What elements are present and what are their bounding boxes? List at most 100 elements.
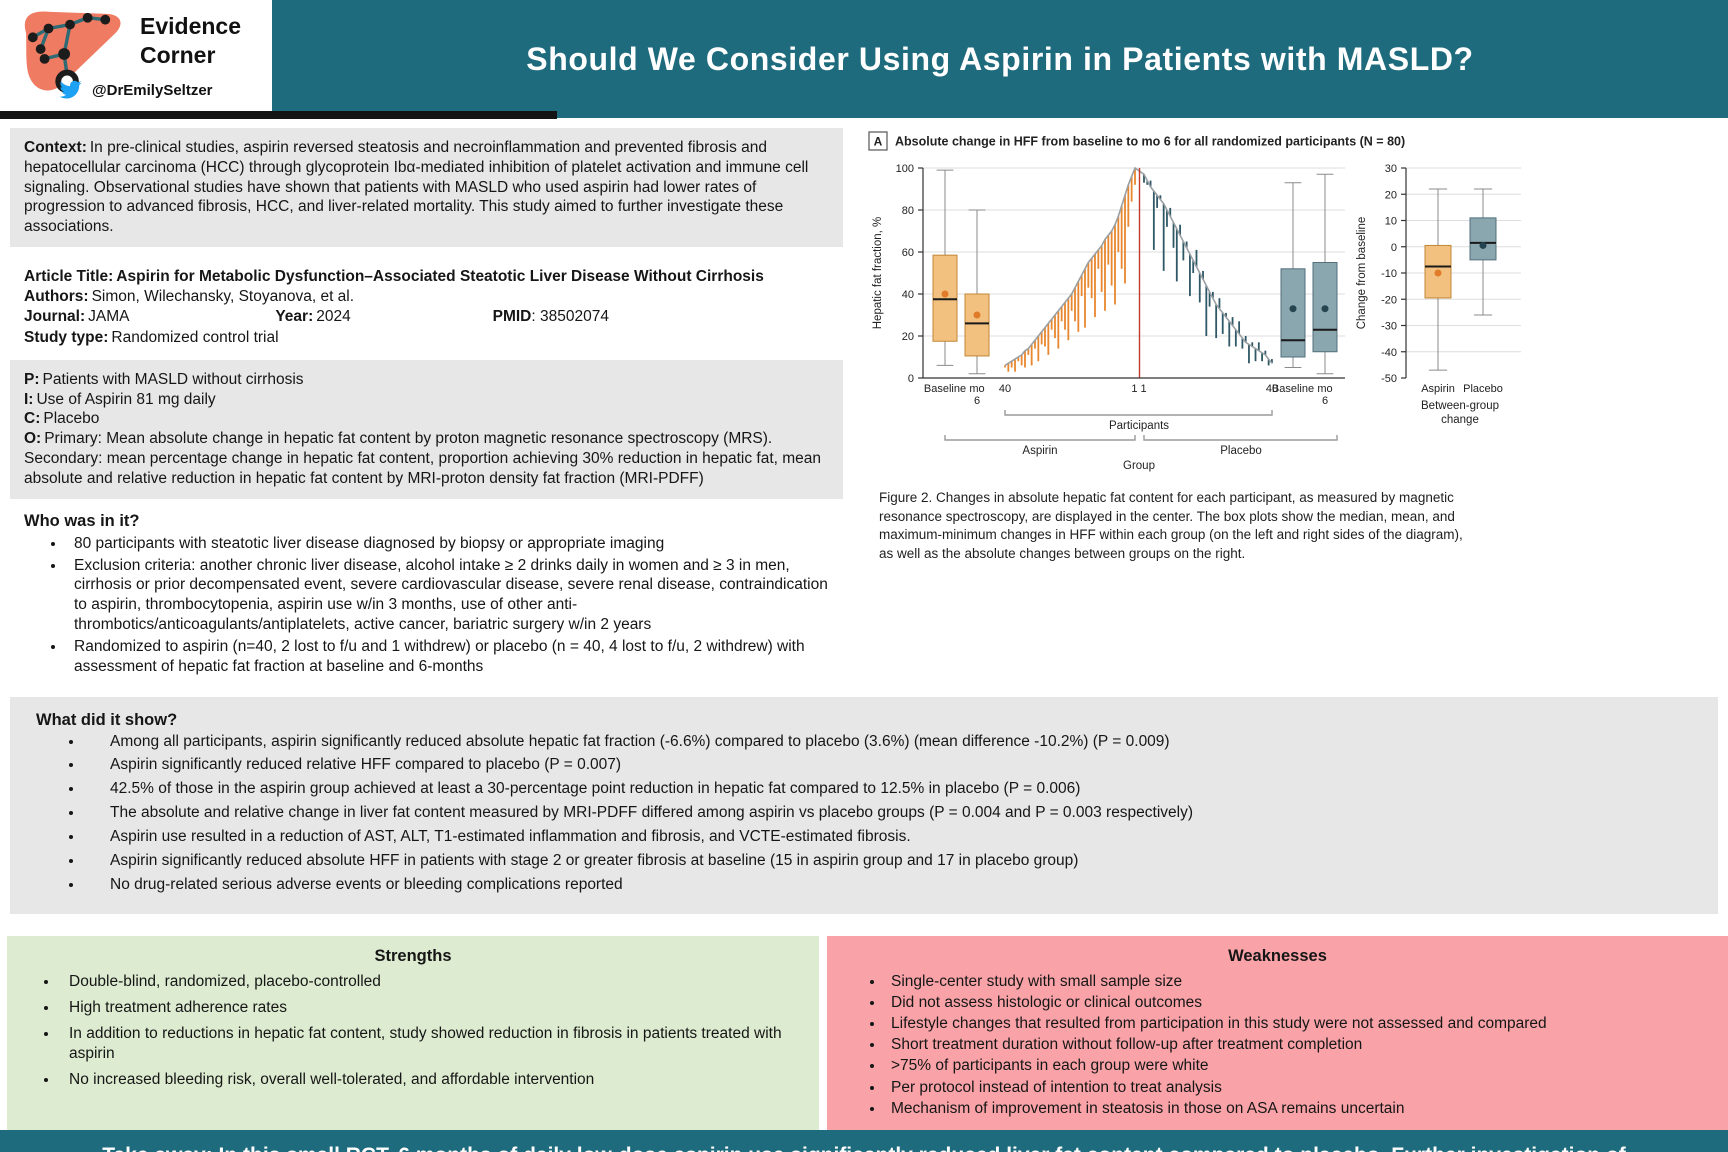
year-value: 2024 <box>316 308 351 326</box>
svg-text:100: 100 <box>896 163 914 175</box>
boxplot-change-aspirin <box>1424 188 1452 371</box>
who-was-in-it-section: Who was in it? 80 participants with stea… <box>10 499 843 683</box>
bullet-item: Aspirin use resulted in a reduction of A… <box>84 827 1700 847</box>
bullet-item: Aspirin significantly reduced absolute H… <box>84 851 1700 871</box>
article-authors-row: Authors: Simon, Wilechansky, Stoyanova, e… <box>24 288 355 306</box>
weaknesses-heading: Weaknesses <box>1228 947 1327 966</box>
svg-text:mo: mo <box>1317 383 1332 395</box>
article-title-row: Article Title: Aspirin for Metabolic Dysf… <box>24 268 764 286</box>
article-info-box: Article Title: Aspirin for Metabolic Dysf… <box>10 263 843 354</box>
pico-o: O: Primary: Mean absolute change in hepat… <box>24 430 773 448</box>
svg-text:-10: -10 <box>1381 268 1397 280</box>
strengths-weaknesses-row: Strengths Double-blind, randomized, plac… <box>0 936 1728 1130</box>
svg-text:Change from baseline: Change from baseline <box>1356 217 1368 330</box>
svg-text:Group: Group <box>1123 460 1155 472</box>
what-did-it-show-section: What did it show? Among all participants… <box>10 696 1718 915</box>
figure-column: 0 20 40 60 80 100 -50 -40 -30 -20 -10 0 10 20 30 A Absol… <box>843 128 1728 683</box>
pmid-value: : 38502074 <box>531 308 609 326</box>
article-authors: Simon, Wilechansky, Stoyanova, et al. <box>91 288 355 306</box>
twitter-handle: @DrEmilySeltzer <box>92 81 213 99</box>
svg-text:40: 40 <box>1266 383 1278 395</box>
svg-text:20: 20 <box>902 331 914 343</box>
bullet-item: Short treatment duration without follow-… <box>885 1035 1710 1055</box>
svg-text:Aspirin: Aspirin <box>1421 383 1455 395</box>
bullet-item: Mechanism of improvement in steatosis in… <box>885 1099 1710 1119</box>
svg-text:-20: -20 <box>1381 294 1397 306</box>
pico-box: P: Patients with MASLD without cirrhosis … <box>10 359 843 499</box>
svg-text:A: A <box>874 135 883 149</box>
figure-2-chart: 0 20 40 60 80 100 -50 -40 -30 -20 -10 0 10 20 30 A Absol… <box>868 131 1521 472</box>
brand-name-line2: Corner <box>140 41 216 68</box>
svg-text:6: 6 <box>1322 395 1328 407</box>
svg-text:-30: -30 <box>1381 321 1397 333</box>
top-content: Context: In pre-clinical studies, aspirin… <box>0 118 1728 683</box>
bullet-item: Did not assess histologic or clinical ou… <box>885 993 1710 1013</box>
bullet-item: In addition to reductions in hepatic fat… <box>59 1024 801 1064</box>
brand-name-line1: Evidence <box>140 13 241 39</box>
pico-i: I: Use of Aspirin 81 mg daily <box>24 390 216 408</box>
svg-text:10: 10 <box>1385 216 1397 228</box>
context-label: Context: <box>24 139 87 156</box>
bullet-item: Lifestyle changes that resulted from par… <box>885 1014 1710 1034</box>
boxplot-aspirin-baseline <box>932 169 958 366</box>
figure-2-chart-container: 0 20 40 60 80 100 -50 -40 -30 -20 -10 0 10 20 30 A Absol… <box>857 128 1728 473</box>
title-band: Should We Consider Using Aspirin in Pati… <box>272 0 1728 118</box>
article-meta-row: Journal: JAMA Year: 2024 PMID: 38502074 <box>24 308 609 326</box>
logo-box: Evidence Corner @DrEmilySeltzer <box>0 0 272 118</box>
svg-text:20: 20 <box>1385 189 1397 201</box>
strengths-box: Strengths Double-blind, randomized, plac… <box>7 936 819 1130</box>
takeaway-text: Take away: In this small RCT, 6 months o… <box>90 1140 1638 1152</box>
bullet-item: 80 participants with steatotic liver dis… <box>66 534 829 554</box>
bullet-item: Aspirin significantly reduced relative H… <box>84 755 1700 775</box>
takeaway-banner: Take away: In this small RCT, 6 months o… <box>0 1129 1728 1152</box>
bullet-item: >75% of participants in each group were … <box>885 1056 1710 1076</box>
header-divider <box>0 111 557 119</box>
twitter-bird-icon <box>59 80 82 99</box>
page-title: Should We Consider Using Aspirin in Pati… <box>526 40 1474 77</box>
who-heading: Who was in it? <box>24 511 140 530</box>
study-type-value: Randomized control trial <box>111 328 279 346</box>
svg-text:mo: mo <box>969 383 984 395</box>
bullet-item: No increased bleeding risk, overall well… <box>59 1070 801 1090</box>
bullet-item: Double-blind, randomized, placebo-contro… <box>59 972 801 992</box>
boxplot-placebo-baseline <box>1280 182 1306 368</box>
svg-text:Absolute change in HFF from ba: Absolute change in HFF from baseline to … <box>895 135 1405 149</box>
boxplot-aspirin-mo6 <box>964 209 990 375</box>
weaknesses-bullet-list: Single-center study with small sample si… <box>845 972 1710 1119</box>
svg-text:-50: -50 <box>1381 373 1397 385</box>
who-bullet-list: 80 participants with steatotic liver dis… <box>24 534 829 677</box>
findings-heading: What did it show? <box>36 710 178 729</box>
boxplot-placebo-mo6 <box>1312 173 1338 375</box>
svg-text:6: 6 <box>974 395 980 407</box>
svg-text:Placebo: Placebo <box>1463 383 1503 395</box>
bullet-item: High treatment adherence rates <box>59 998 801 1018</box>
left-column: Context: In pre-clinical studies, aspirin… <box>10 128 843 683</box>
evidence-corner-liver-logo-icon <box>24 11 121 94</box>
svg-text:Baseline: Baseline <box>924 383 966 395</box>
page-header: Evidence Corner @DrEmilySeltzer Should W… <box>0 0 1728 118</box>
svg-text:60: 60 <box>902 247 914 259</box>
bullet-item: No drug-related serious adverse events o… <box>84 875 1700 895</box>
figure-caption: Figure 2. Changes in absolute hepatic fa… <box>879 490 1463 561</box>
bullet-item: Exclusion criteria: another chronic live… <box>66 556 829 635</box>
context-text: In pre-clinical studies, aspirin reverse… <box>24 139 809 236</box>
svg-text:Between-group: Between-group <box>1421 400 1499 412</box>
journal-value: JAMA <box>88 308 130 326</box>
svg-text:40: 40 <box>999 383 1011 395</box>
svg-text:1 1: 1 1 <box>1131 383 1146 395</box>
bullet-item: The absolute and relative change in live… <box>84 803 1700 823</box>
findings-bullet-list: Among all participants, aspirin signific… <box>36 732 1700 895</box>
svg-text:Placebo: Placebo <box>1220 445 1262 457</box>
svg-text:30: 30 <box>1385 163 1397 175</box>
context-box: Context: In pre-clinical studies, aspirin… <box>10 128 843 248</box>
pico-c: C: Placebo <box>24 410 100 428</box>
svg-text:Hepatic fat fraction, %: Hepatic fat fraction, % <box>872 217 884 330</box>
bullet-item: Randomized to aspirin (n=40, 2 lost to f… <box>66 637 829 677</box>
svg-text:Baseline: Baseline <box>1272 383 1314 395</box>
study-type-row: Study type: Randomized control trial <box>24 328 279 346</box>
strengths-bullet-list: Double-blind, randomized, placebo-contro… <box>25 972 801 1091</box>
svg-text:0: 0 <box>1391 242 1397 254</box>
bullet-item: 42.5% of those in the aspirin group achi… <box>84 779 1700 799</box>
boxplot-change-placebo <box>1469 188 1497 316</box>
svg-text:change: change <box>1441 414 1479 426</box>
